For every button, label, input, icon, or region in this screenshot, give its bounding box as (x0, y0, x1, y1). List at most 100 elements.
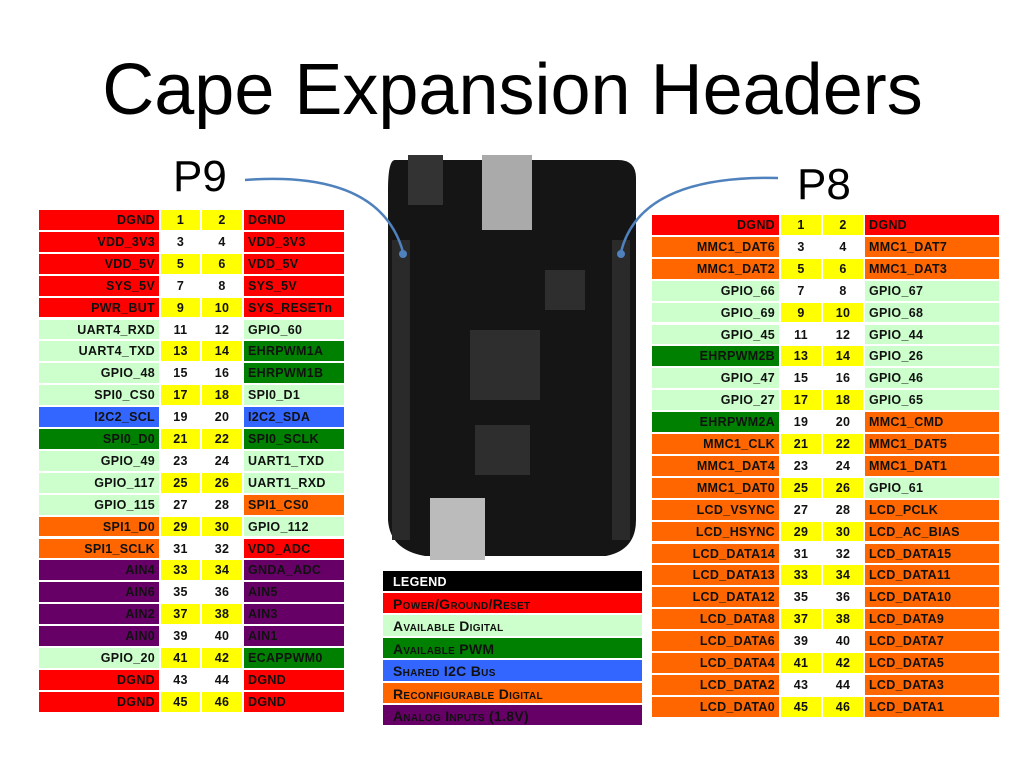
pin-name: EHRPWM2B (651, 345, 780, 368)
pin-number: 4 (201, 230, 243, 253)
pin-number: 42 (822, 652, 864, 674)
pin-name: GPIO_49 (38, 449, 160, 472)
pin-number: 6 (201, 252, 243, 275)
pin-name: AIN1 (243, 625, 345, 647)
pin-name: DGND (651, 214, 780, 236)
pin-number: 25 (160, 471, 201, 494)
pin-name: VDD_3V3 (243, 230, 345, 253)
pin-name: LCD_AC_BIAS (864, 520, 1000, 543)
legend-item: Shared I2C Bus (382, 659, 643, 682)
pin-number: 5 (780, 257, 822, 280)
pin-name: GPIO_69 (651, 301, 780, 324)
pin-number: 45 (780, 695, 822, 718)
usb-port (430, 498, 485, 560)
pin-name: SPI1_D0 (38, 515, 160, 538)
power-jack (408, 155, 443, 205)
pin-number: 39 (160, 625, 201, 647)
pin-number: 23 (160, 449, 201, 472)
legend-item: Power/Ground/Reset (382, 592, 643, 615)
pin-name: SYS_RESETn (243, 296, 345, 319)
pin-number: 18 (822, 389, 864, 412)
pin-name: MMC1_CLK (651, 433, 780, 455)
pin-name: LCD_DATA5 (864, 652, 1000, 674)
pin-number: 15 (160, 362, 201, 385)
pin-number: 36 (822, 586, 864, 609)
pin-name: DGND (38, 668, 160, 691)
pin-name: LCD_DATA13 (651, 564, 780, 587)
pin-number: 34 (201, 559, 243, 582)
pin-name: GPIO_45 (651, 323, 780, 346)
pin-name: SYS_5V (38, 274, 160, 297)
pin-name: SPI0_D0 (38, 428, 160, 450)
pin-name: GPIO_46 (864, 367, 1000, 390)
pin-name: SPI1_CS0 (243, 493, 345, 516)
pin-name: GPIO_68 (864, 301, 1000, 324)
pin-name: GPIO_60 (243, 318, 345, 341)
pin-number: 39 (780, 630, 822, 652)
pin-number: 18 (201, 384, 243, 407)
pin-number: 44 (201, 668, 243, 691)
pin-number: 24 (822, 454, 864, 477)
pin-name: AIN3 (243, 603, 345, 626)
pin-name: LCD_DATA10 (864, 586, 1000, 609)
pin-number: 27 (780, 498, 822, 521)
pin-name: GPIO_27 (651, 389, 780, 412)
pin-name: LCD_DATA15 (864, 542, 1000, 565)
pin-number: 43 (160, 668, 201, 691)
pin-name: GPIO_67 (864, 279, 1000, 302)
pin-name: GPIO_20 (38, 647, 160, 669)
legend-item: Available PWM (382, 636, 643, 660)
pin-number: 37 (780, 608, 822, 631)
pin-name: MMC1_DAT1 (864, 454, 1000, 477)
pin-number: 11 (160, 318, 201, 341)
pin-number: 16 (201, 362, 243, 385)
pin-name: GPIO_48 (38, 362, 160, 385)
pin-name: AIN6 (38, 581, 160, 604)
pin-name: GPIO_117 (38, 471, 160, 494)
pin-name: LCD_DATA2 (651, 673, 780, 696)
pin-name: AIN4 (38, 559, 160, 582)
pin-name: DGND (243, 690, 345, 713)
pin-name: VDD_3V3 (38, 230, 160, 253)
pin-name: VDD_5V (243, 252, 345, 275)
pin-number: 30 (822, 520, 864, 543)
pin-number: 25 (780, 476, 822, 499)
pin-name: LCD_DATA14 (651, 542, 780, 565)
pin-number: 31 (780, 542, 822, 565)
pin-name: GPIO_26 (864, 345, 1000, 368)
pin-name: SPI0_SCLK (243, 428, 345, 450)
p9-label: P9 (173, 152, 227, 201)
pin-number: 9 (780, 301, 822, 324)
pin-name: EHRPWM2A (651, 411, 780, 433)
pin-number: 5 (160, 252, 201, 275)
pin-number: 46 (201, 690, 243, 713)
pin-number: 45 (160, 690, 201, 713)
pin-number: 26 (201, 471, 243, 494)
pin-name: LCD_DATA9 (864, 608, 1000, 631)
pin-name: LCD_DATA1 (864, 695, 1000, 718)
pin-number: 24 (201, 449, 243, 472)
pin-name: DGND (243, 209, 345, 231)
pin-name: LCD_DATA11 (864, 564, 1000, 587)
pin-number: 32 (201, 537, 243, 560)
pin-number: 21 (780, 433, 822, 455)
pin-name: MMC1_DAT2 (651, 257, 780, 280)
pin-number: 27 (160, 493, 201, 516)
pin-number: 17 (780, 389, 822, 412)
pin-number: 29 (780, 520, 822, 543)
pin-number: 13 (780, 345, 822, 368)
pin-number: 6 (822, 257, 864, 280)
pin-name: LCD_DATA7 (864, 630, 1000, 652)
arrow-head (617, 250, 625, 258)
pin-number: 38 (201, 603, 243, 626)
pin-number: 33 (780, 564, 822, 587)
pin-number: 11 (780, 323, 822, 346)
pin-number: 20 (822, 411, 864, 433)
pin-name: SPI1_SCLK (38, 537, 160, 560)
pin-number: 29 (160, 515, 201, 538)
pin-number: 40 (201, 625, 243, 647)
header-p8 (612, 240, 630, 540)
pin-number: 15 (780, 367, 822, 390)
pin-number: 38 (822, 608, 864, 631)
pin-name: MMC1_DAT0 (651, 476, 780, 499)
